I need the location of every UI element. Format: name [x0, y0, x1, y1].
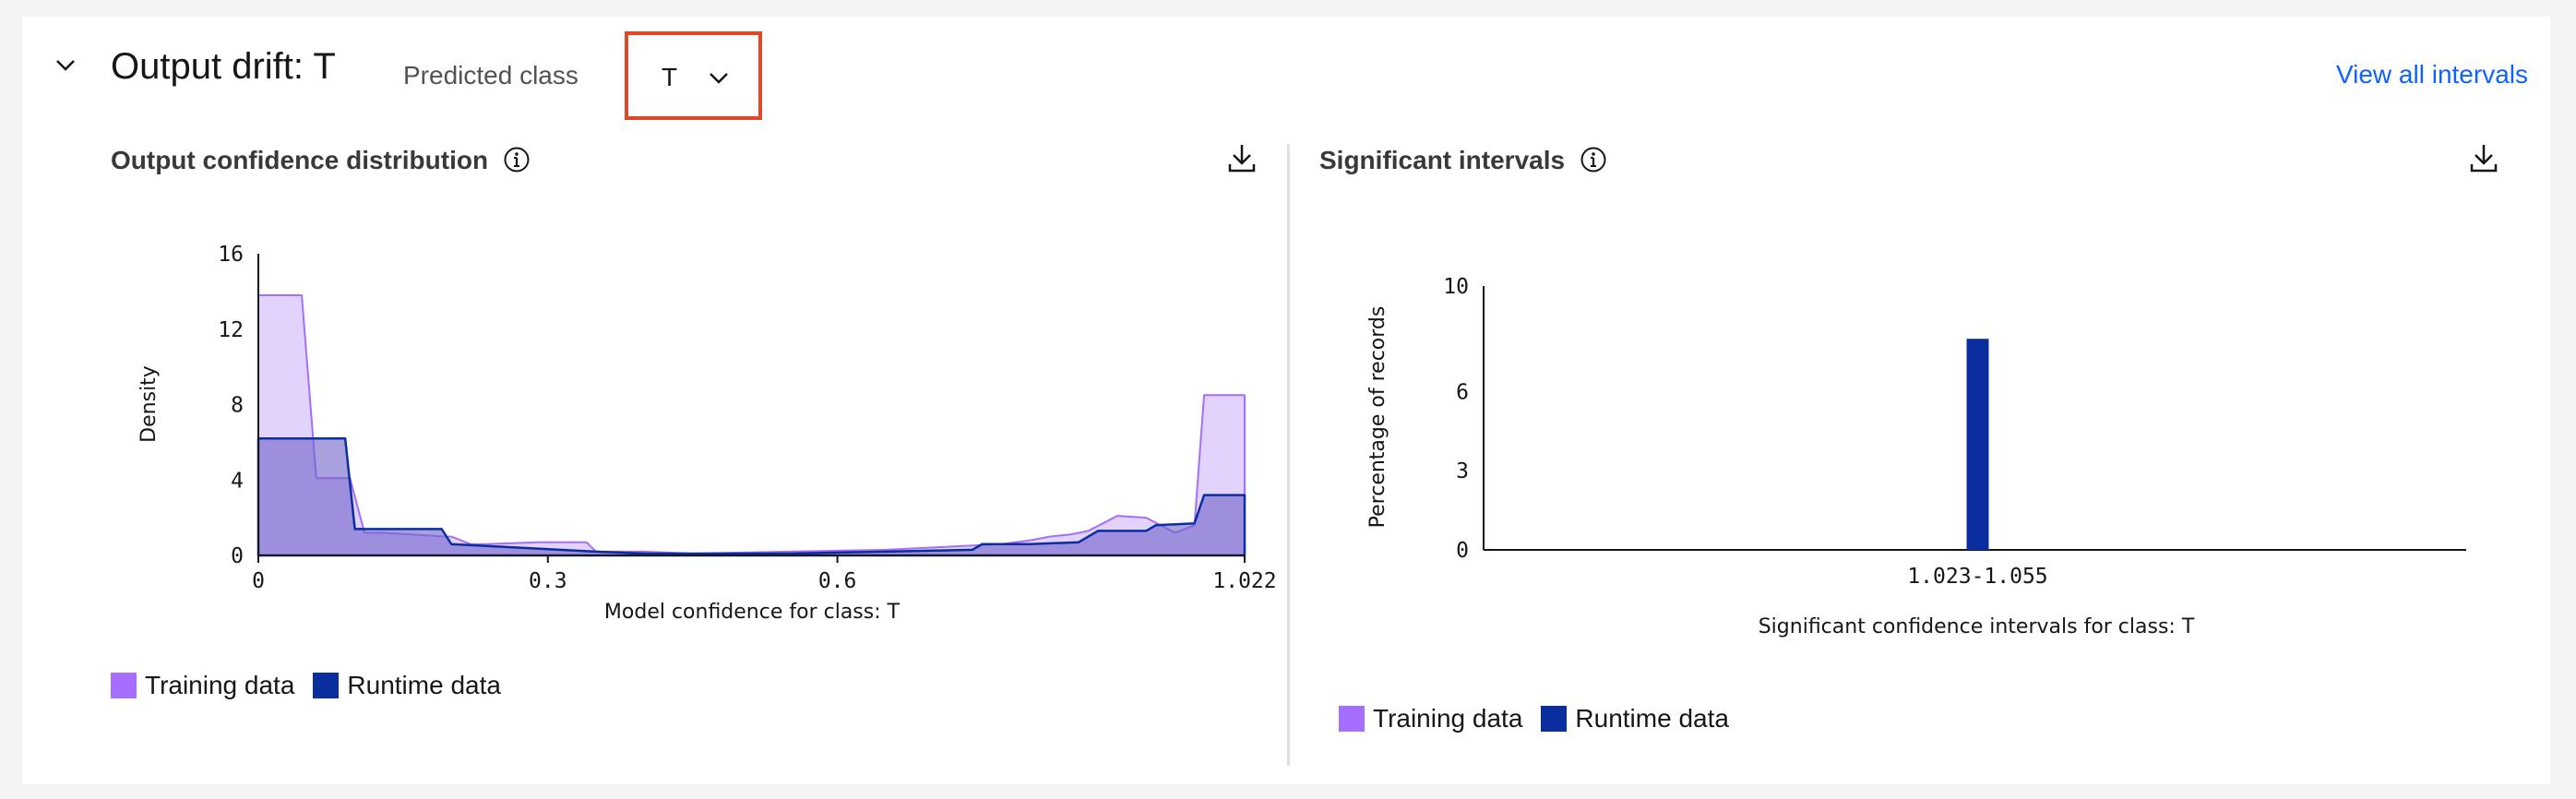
- x-tick-label: 1.022: [1212, 569, 1276, 593]
- significant-intervals-title: Significant intervals: [1319, 146, 1566, 174]
- predicted-class-label: Predicted class: [403, 61, 578, 89]
- training-swatch: [111, 673, 137, 698]
- y-tick-label: 3: [1456, 459, 1469, 483]
- legend-item-runtime[interactable]: Runtime data: [1541, 704, 1729, 733]
- y-axis-label: Percentage of records: [1366, 306, 1389, 529]
- x-tick-label: 0.3: [529, 569, 567, 593]
- x-tick-label: 0.6: [818, 569, 857, 593]
- runtime-data-area: [256, 437, 1246, 557]
- info-icon[interactable]: [503, 146, 531, 173]
- x-axis-label: Model confidence for class: T: [604, 601, 900, 624]
- chevron-down-icon: [710, 73, 728, 84]
- output-confidence-title: Output confidence distribution: [111, 146, 489, 174]
- right-legend: Training data Runtime data: [1339, 704, 1747, 733]
- collapse-chevron-icon[interactable]: [52, 52, 79, 79]
- x-tick-label: 1.023-1.055: [1907, 565, 2047, 589]
- y-tick-label: 16: [218, 243, 244, 267]
- y-tick-label: 0: [231, 544, 244, 568]
- y-tick-label: 6: [1456, 380, 1469, 404]
- y-tick-label: 12: [218, 318, 244, 342]
- x-axis-label: Significant confidence intervals for cla…: [1759, 615, 2195, 638]
- intervals-bar-chart: 0 3 6 10 1.023-1.055 Significant confidence …: [1366, 275, 2466, 638]
- download-icon[interactable]: [1227, 142, 1257, 173]
- legend-label: Training data: [145, 671, 295, 699]
- legend-item-training[interactable]: Training data: [111, 671, 294, 700]
- download-icon[interactable]: [2469, 142, 2498, 173]
- y-tick-label: 8: [231, 394, 244, 418]
- left-legend: Training data Runtime data: [111, 671, 519, 700]
- legend-label: Runtime data: [1575, 704, 1729, 733]
- runtime-swatch: [1541, 706, 1568, 732]
- info-icon[interactable]: [1580, 146, 1607, 173]
- y-axis-label: Density: [137, 365, 161, 443]
- view-all-intervals-link[interactable]: View all intervals: [2335, 60, 2528, 89]
- legend-item-runtime[interactable]: Runtime data: [313, 671, 501, 700]
- legend-label: Training data: [1373, 704, 1523, 733]
- training-swatch: [1339, 706, 1365, 732]
- x-tick-label: 0: [252, 569, 265, 593]
- runtime-swatch: [313, 673, 340, 698]
- predicted-class-dropdown[interactable]: T: [625, 31, 762, 120]
- output-drift-card: [22, 17, 2550, 784]
- legend-item-training[interactable]: Training data: [1339, 704, 1522, 733]
- bar-runtime-data[interactable]: [1966, 339, 1989, 550]
- page-title: Output drift: T: [111, 46, 336, 87]
- legend-label: Runtime data: [347, 671, 501, 699]
- predicted-class-value: T: [662, 63, 678, 91]
- panel-divider: [1287, 144, 1290, 766]
- y-tick-label: 4: [231, 469, 244, 493]
- density-chart: 0 4 8 12 16 0 0.3 0.6 1.022 Model confidence for…: [137, 243, 1277, 624]
- y-tick-label: 0: [1456, 539, 1469, 563]
- y-tick-label: 10: [1443, 275, 1469, 299]
